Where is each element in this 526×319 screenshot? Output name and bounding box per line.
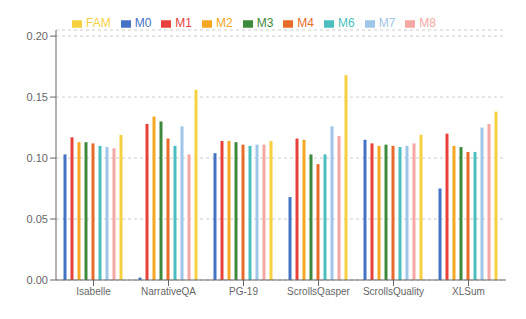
html-text:M4: M4: [297, 16, 314, 30]
svg-text:PG-19: PG-19: [229, 286, 258, 297]
svg-text:0.00: 0.00: [27, 274, 48, 286]
svg-text:0.05: 0.05: [27, 213, 48, 225]
html-text:M6: M6: [338, 16, 355, 30]
svg-text:Isabelle: Isabelle: [76, 286, 111, 297]
html-text:M1: M1: [175, 16, 192, 30]
html-text:M3: M3: [256, 16, 274, 30]
svg-text:0.20: 0.20: [27, 30, 48, 42]
html-text:M2: M2: [216, 16, 233, 30]
html-text:M8: M8: [419, 16, 436, 30]
svg-text:XLSum: XLSum: [452, 286, 485, 297]
html-text:M7: M7: [378, 16, 396, 30]
html-text:FAM: FAM: [86, 16, 111, 30]
svg-text:0.15: 0.15: [27, 91, 48, 103]
svg-text:ScrollsQuality: ScrollsQuality: [363, 286, 424, 297]
svg-text:ScrollsQasper: ScrollsQasper: [287, 286, 350, 297]
svg-text:NarrativeQA: NarrativeQA: [141, 286, 196, 297]
svg-text:0.10: 0.10: [27, 152, 48, 164]
html-text:M0: M0: [134, 16, 152, 30]
